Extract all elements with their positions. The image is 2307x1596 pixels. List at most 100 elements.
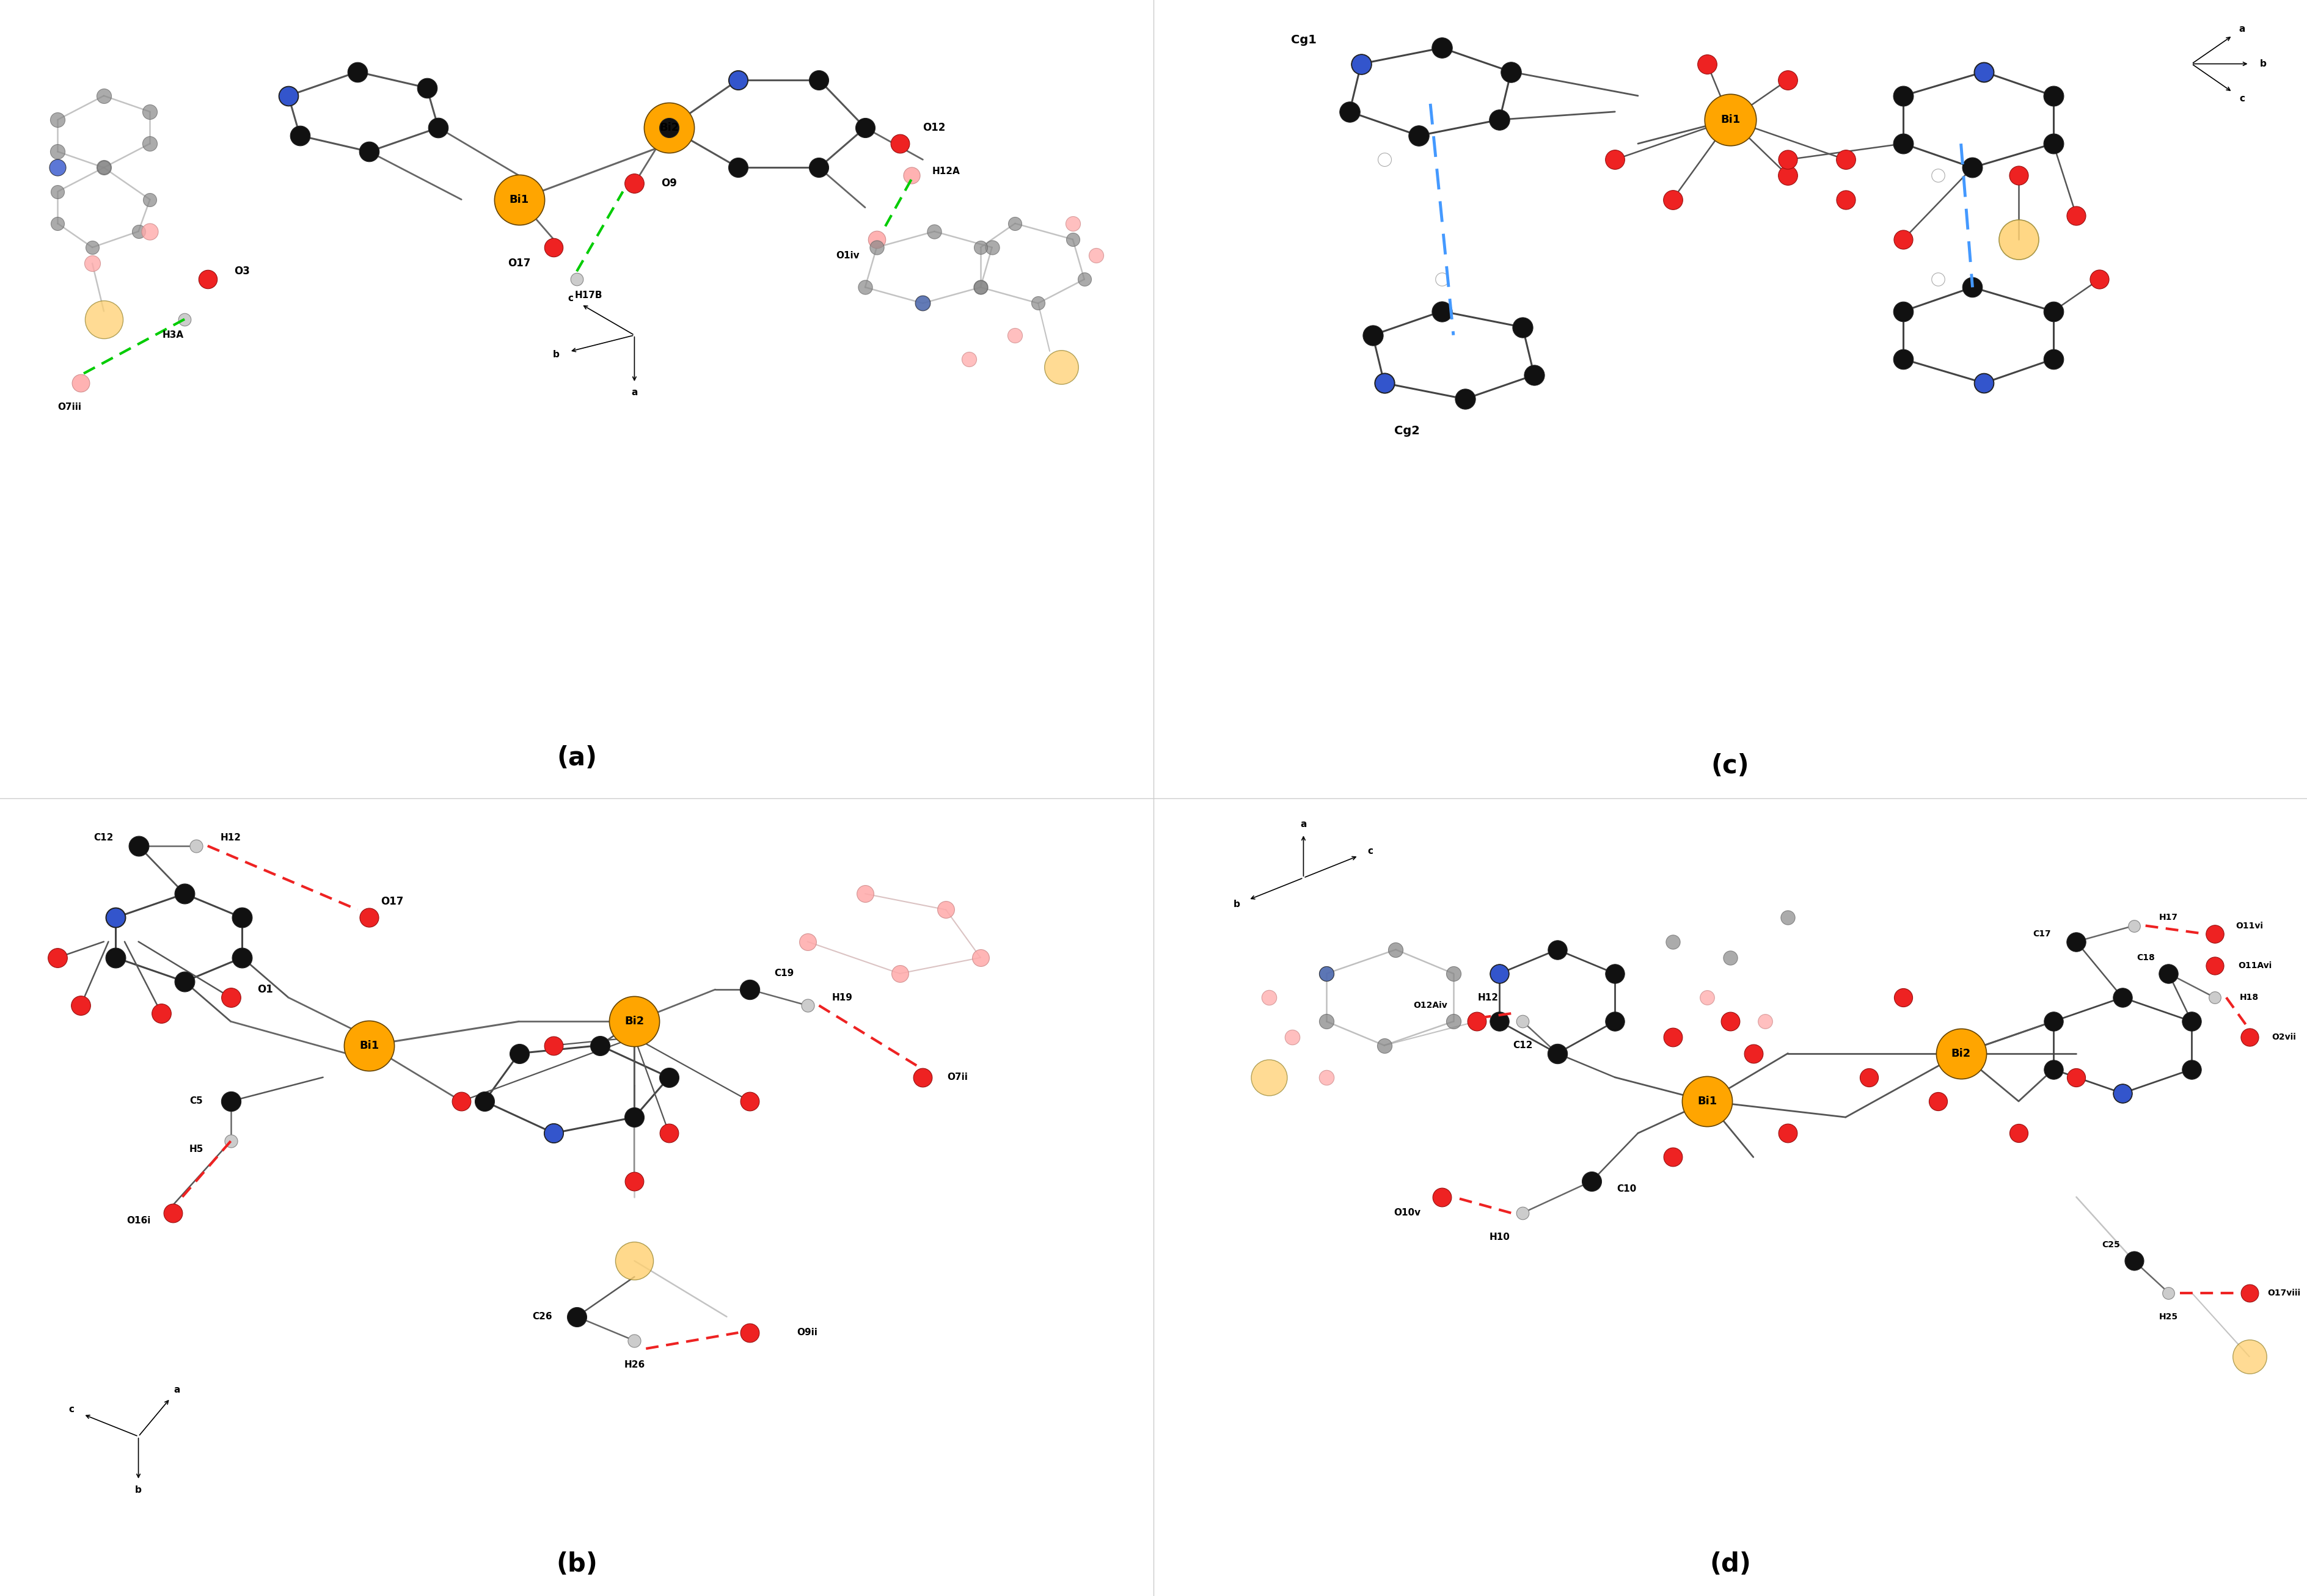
Point	[1308, 1009, 1345, 1034]
Point	[120, 219, 157, 244]
Point	[2035, 83, 2072, 109]
Text: C25: C25	[2102, 1240, 2120, 1250]
Point	[1504, 314, 1541, 340]
Point	[1919, 163, 1956, 188]
Point	[858, 227, 895, 252]
Text: O1iv: O1iv	[835, 251, 861, 260]
Text: c: c	[69, 1404, 74, 1414]
Point	[1827, 187, 1864, 212]
Point	[2035, 1009, 2072, 1034]
Point	[166, 969, 203, 994]
Point	[1746, 1009, 1783, 1034]
Text: O17: O17	[508, 259, 531, 268]
Point	[881, 961, 918, 986]
Point	[466, 1088, 503, 1114]
Point	[616, 1328, 653, 1353]
Point	[1516, 362, 1553, 388]
Point	[1850, 1065, 1887, 1090]
Point	[1966, 59, 2002, 85]
Point	[974, 235, 1010, 260]
Point	[1366, 370, 1403, 396]
Point	[1481, 107, 1518, 132]
Point	[1966, 370, 2002, 396]
Point	[651, 1120, 687, 1146]
Point	[1423, 298, 1460, 324]
Point	[1712, 1009, 1749, 1034]
Point	[2150, 1280, 2187, 1306]
Point	[731, 1088, 768, 1114]
Point	[501, 1041, 538, 1066]
Point	[270, 83, 307, 109]
Text: C26: C26	[533, 1312, 551, 1321]
Text: (a): (a)	[556, 745, 598, 771]
Point	[1885, 131, 1922, 156]
Point	[351, 905, 388, 930]
Text: O17viii: O17viii	[2268, 1288, 2300, 1298]
Text: H10: H10	[1490, 1232, 1509, 1242]
Point	[1654, 929, 1691, 954]
Point	[1654, 1144, 1691, 1170]
Point	[2035, 1057, 2072, 1082]
Text: H5: H5	[189, 1144, 203, 1154]
Point	[2058, 203, 2095, 228]
Point	[962, 275, 999, 300]
Point	[1308, 961, 1345, 986]
Point	[1539, 937, 1576, 962]
Point	[616, 1248, 653, 1274]
Point	[1366, 370, 1403, 396]
Point	[131, 219, 168, 244]
Point	[1423, 1184, 1460, 1210]
Point	[535, 235, 572, 260]
Point	[616, 171, 653, 196]
Point	[1481, 961, 1518, 986]
Point	[1735, 1041, 1772, 1066]
Point	[1377, 937, 1414, 962]
Point	[85, 155, 122, 180]
Point	[2058, 1065, 2095, 1090]
Point	[39, 107, 76, 132]
Point	[1458, 1009, 1495, 1034]
Point	[950, 346, 987, 372]
Text: O7ii: O7ii	[948, 1073, 967, 1082]
Text: Cg1: Cg1	[1290, 34, 1317, 46]
Text: O2vii: O2vii	[2272, 1033, 2295, 1042]
Point	[927, 897, 964, 922]
Point	[1066, 267, 1103, 292]
Text: C19: C19	[775, 969, 794, 978]
Point	[420, 115, 457, 140]
Point	[1689, 985, 1726, 1010]
Point	[858, 235, 895, 260]
Text: b: b	[554, 350, 561, 359]
Point	[339, 59, 376, 85]
Point	[1966, 59, 2002, 85]
Point	[1308, 1065, 1345, 1090]
Point	[1942, 1041, 1979, 1066]
Point	[2104, 1080, 2141, 1106]
Point	[558, 1304, 595, 1329]
Text: C10: C10	[1617, 1184, 1636, 1194]
Point	[39, 211, 76, 236]
Text: H18: H18	[2240, 993, 2259, 1002]
Point	[1366, 147, 1403, 172]
Point	[1077, 243, 1114, 268]
Text: O10v: O10v	[1393, 1208, 1421, 1218]
Text: Bi1: Bi1	[1698, 1096, 1716, 1106]
Point	[847, 881, 884, 907]
Text: H26: H26	[623, 1360, 646, 1369]
Point	[85, 306, 122, 332]
Point	[651, 115, 687, 140]
Text: Bi1: Bi1	[510, 195, 528, 204]
Text: C12: C12	[1513, 1041, 1532, 1050]
Point	[1885, 298, 1922, 324]
Point	[1769, 147, 1806, 172]
Point	[1493, 59, 1530, 85]
Point	[39, 139, 76, 164]
Point	[962, 275, 999, 300]
Point	[1769, 905, 1806, 930]
Point	[1435, 1009, 1472, 1034]
Point	[1596, 1009, 1633, 1034]
Point	[1919, 1088, 1956, 1114]
Point	[535, 1033, 572, 1058]
Point	[131, 187, 168, 212]
Point	[1435, 961, 1472, 986]
